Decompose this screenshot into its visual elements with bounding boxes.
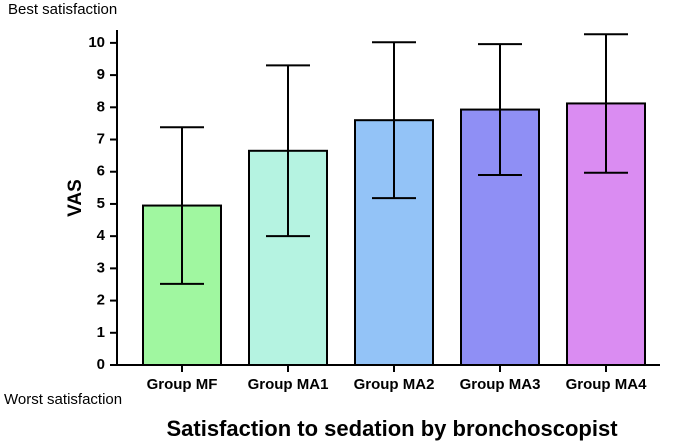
y-tick-label: 10	[88, 34, 105, 51]
x-tick-label: Group MA4	[566, 376, 647, 393]
y-tick-label: 8	[97, 98, 105, 115]
y-tick-label: 4	[97, 227, 106, 244]
y-tick-label: 2	[97, 292, 105, 309]
annotation: Best satisfaction	[8, 1, 117, 18]
y-tick-label: 9	[97, 66, 105, 83]
x-tick-label: Group MA3	[460, 376, 541, 393]
x-tick-label: Group MA1	[248, 376, 329, 393]
x-axis-title: Satisfaction to sedation by bronchoscopi…	[166, 416, 618, 441]
y-tick-label: 1	[97, 324, 105, 341]
y-tick-label: 7	[97, 130, 105, 147]
y-tick-label: 6	[97, 163, 105, 180]
y-axis-title: VAS	[65, 179, 86, 217]
x-tick-label: Group MF	[147, 376, 218, 393]
y-tick-label: 3	[97, 259, 105, 276]
x-tick-label: Group MA2	[354, 376, 435, 393]
y-tick-label: 0	[97, 356, 105, 373]
bar	[142, 204, 222, 366]
y-tick-label: 5	[97, 195, 105, 212]
annotation: Worst satisfaction	[4, 391, 122, 408]
